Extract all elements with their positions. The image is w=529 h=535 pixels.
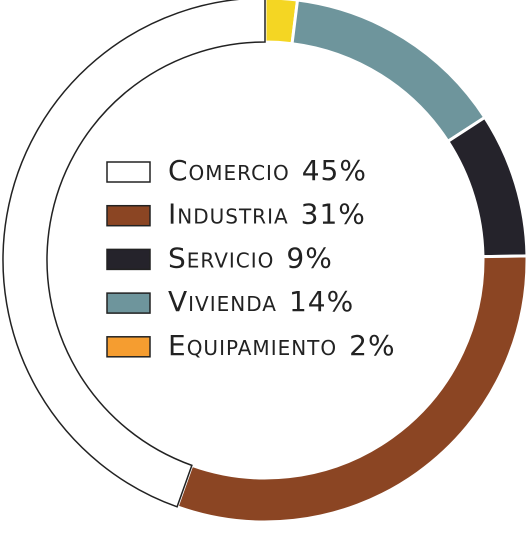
legend-value: 31% [301, 198, 366, 231]
legend-label: Industria 31% [168, 198, 366, 231]
legend-name: Industria [168, 198, 289, 231]
legend-swatch [106, 204, 151, 227]
slice [2, 0, 266, 508]
legend-name: Vivienda [168, 285, 277, 318]
legend-label: Vivienda 14% [168, 285, 354, 318]
legend-label: Servicio 9% [168, 241, 333, 274]
legend-value: 9% [286, 241, 332, 274]
legend-label: Equipamiento 2% [168, 329, 396, 362]
slice [445, 115, 529, 259]
legend-name: Equipamiento [168, 329, 337, 362]
legend-swatch [106, 248, 151, 271]
legend-swatch [106, 292, 151, 314]
legend-swatch [106, 161, 151, 183]
legend-name: Comercio [168, 154, 290, 187]
legend-swatch [106, 336, 151, 358]
legend-label: Comercio 45% [168, 154, 367, 187]
legend-name: Servicio [168, 241, 274, 274]
legend-value: 2% [349, 329, 395, 362]
legend-value: 14% [289, 285, 354, 318]
slice [290, 0, 487, 144]
legend-value: 45% [302, 154, 367, 187]
